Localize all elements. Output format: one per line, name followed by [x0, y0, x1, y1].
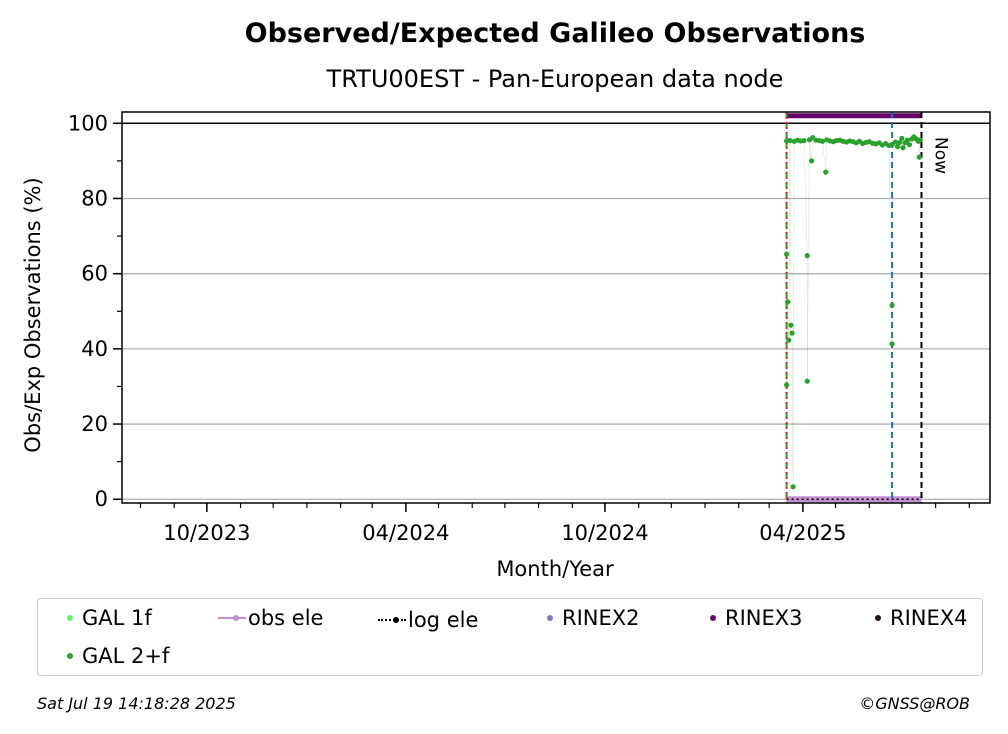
y-tick-label: 40 [81, 337, 108, 361]
series-connector [786, 136, 921, 487]
legend-marker [858, 605, 890, 631]
y-tick-label: 100 [68, 111, 108, 135]
chart-subtitle: TRTU00EST - Pan-European data node [326, 65, 784, 93]
data-point-gal-2f [786, 337, 792, 343]
data-point-gal-2f [889, 341, 895, 347]
data-point-gal-2f [783, 251, 790, 257]
legend-item: RINEX3 [693, 605, 803, 631]
legend-marker [50, 605, 82, 631]
data-point-gal-2f [819, 138, 826, 144]
now-label: Now [930, 137, 950, 174]
legend-item: obs ele [216, 605, 323, 631]
data-point-gal-2f [889, 302, 895, 308]
legend-marker [50, 643, 82, 669]
data-point-gal-2f [804, 378, 810, 384]
y-axis-label: Obs/Exp Observations (%) [21, 177, 45, 452]
data-point-gal-2f [801, 137, 807, 144]
legend-item: RINEX2 [530, 605, 640, 631]
legend-marker [216, 605, 248, 631]
data-point-gal-2f [789, 330, 795, 336]
legend-label: GAL 1f [82, 606, 152, 630]
y-tick-label: 60 [81, 262, 108, 286]
data-point-gal-2f [904, 137, 910, 143]
data-point-gal-2f [787, 137, 793, 144]
legend-label: log ele [408, 608, 479, 632]
data-point-gal-2f [823, 169, 829, 175]
legend: GAL 1f obs ele log ele RINEX2 RINEX3 RINEX4 GA… [37, 598, 983, 676]
legend-label: obs ele [248, 606, 324, 630]
footer-credit: ©GNSS@ROB [859, 694, 970, 713]
x-tick-label: 10/2023 [163, 521, 250, 545]
legend-marker [376, 607, 408, 633]
legend-marker [693, 605, 725, 631]
legend-item: GAL 1f [50, 605, 152, 631]
footer-timestamp: Sat Jul 19 14:18:28 2025 [37, 694, 236, 713]
legend-label: RINEX4 [890, 606, 968, 630]
data-point-gal-2f [900, 145, 906, 151]
legend-item: GAL 2+f [50, 643, 169, 669]
data-point-gal-2f [790, 484, 796, 490]
data-point-gal-2f [788, 322, 794, 328]
data-point-gal-2f [892, 139, 898, 145]
legend-label: GAL 2+f [82, 644, 170, 668]
data-point-gal-2f [916, 154, 922, 160]
legend-marker [530, 605, 562, 631]
x-tick-label: 04/2025 [759, 521, 846, 545]
chart-title: Observed/Expected Galileo Observations [245, 18, 866, 49]
data-point-gal-2f [897, 139, 903, 146]
legend-label: RINEX3 [725, 606, 803, 630]
data-point-gal-2f [906, 142, 913, 148]
y-tick-label: 80 [81, 186, 108, 210]
y-tick-label: 0 [95, 487, 108, 511]
data-point-gal-2f [783, 382, 790, 388]
x-axis-label: Month/Year [496, 557, 614, 581]
y-tick-label: 20 [81, 412, 108, 436]
x-tick-label: 04/2024 [362, 521, 449, 545]
data-point-gal-2f [899, 135, 905, 141]
axes-frame [121, 111, 991, 504]
data-point-gal-2f [785, 299, 791, 305]
legend-item: RINEX4 [858, 605, 968, 631]
x-tick-label: 10/2024 [561, 521, 648, 545]
data-point-gal-2f [917, 137, 923, 143]
data-point-gal-2f [804, 253, 810, 259]
legend-label: RINEX2 [562, 606, 640, 630]
data-point-gal-2f [809, 158, 815, 164]
data-point-gal-2f [894, 143, 901, 150]
legend-item: log ele [376, 607, 478, 633]
plot-area: 10/2023 04/2024 10/2024 04/2025 0 20 40 60 80 100… [68, 111, 991, 545]
